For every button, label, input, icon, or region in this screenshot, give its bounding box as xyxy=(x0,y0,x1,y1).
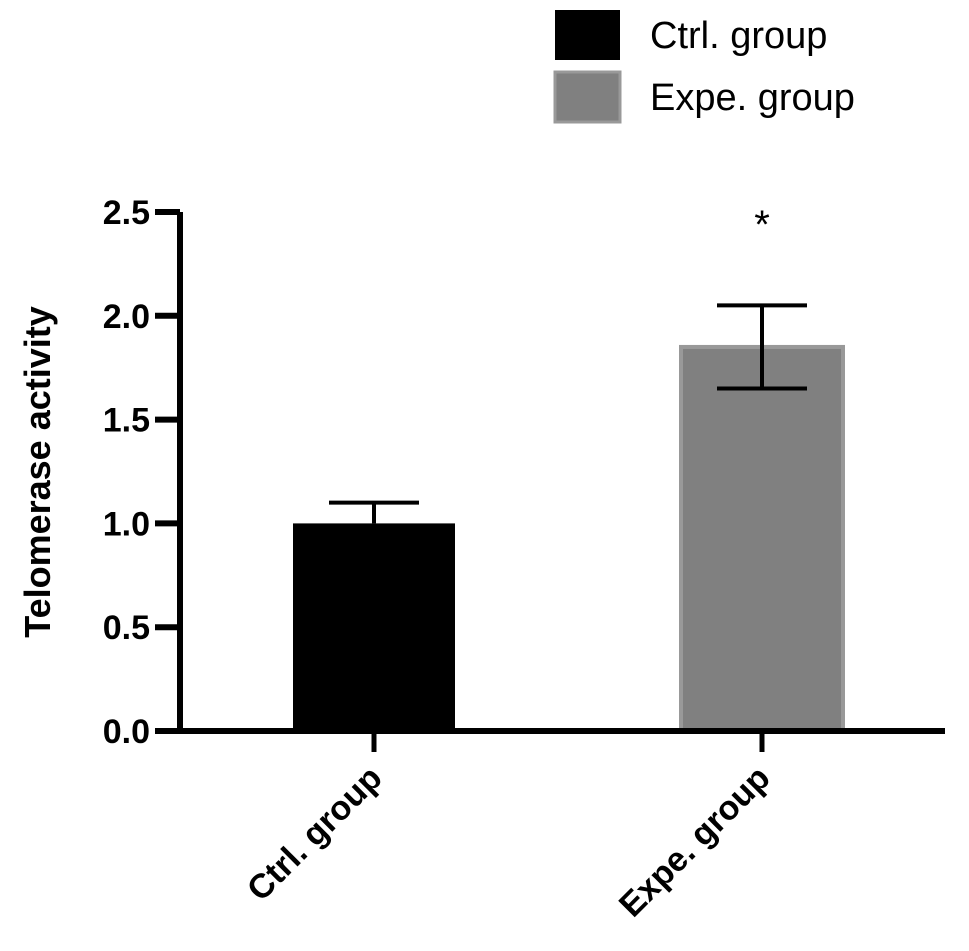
y-tick-label-3: 1.5 xyxy=(103,402,150,440)
x-tick-label-0: Ctrl. group xyxy=(240,759,390,909)
x-axis-ticks: Ctrl. group Expe. group xyxy=(240,731,778,925)
y-tick-label-5: 2.5 xyxy=(103,194,150,232)
bar-expe xyxy=(679,344,845,733)
legend-swatch-expe xyxy=(553,70,622,124)
legend-label-ctrl: Ctrl. group xyxy=(650,15,827,57)
significance-marker: * xyxy=(754,203,770,247)
y-tick-label-4: 2.0 xyxy=(103,298,150,336)
y-axis-ticks: 0.0 0.5 1.0 1.5 2.0 2.5 xyxy=(103,194,180,751)
y-tick-label-0: 0.0 xyxy=(103,713,150,751)
y-tick-label-2: 1.0 xyxy=(103,505,150,543)
y-tick-label-1: 0.5 xyxy=(103,609,150,647)
error-bars xyxy=(329,303,807,524)
legend: Ctrl. group Expe. group xyxy=(553,10,855,124)
y-axis-title: Telomerase activity xyxy=(17,306,58,638)
axes xyxy=(177,212,945,734)
bars xyxy=(293,344,845,733)
legend-swatch-ctrl xyxy=(555,10,620,60)
annotations: * xyxy=(754,203,770,247)
legend-label-expe: Expe. group xyxy=(650,77,855,119)
bar-ctrl xyxy=(293,523,455,731)
x-tick-label-1: Expe. group xyxy=(612,759,778,925)
